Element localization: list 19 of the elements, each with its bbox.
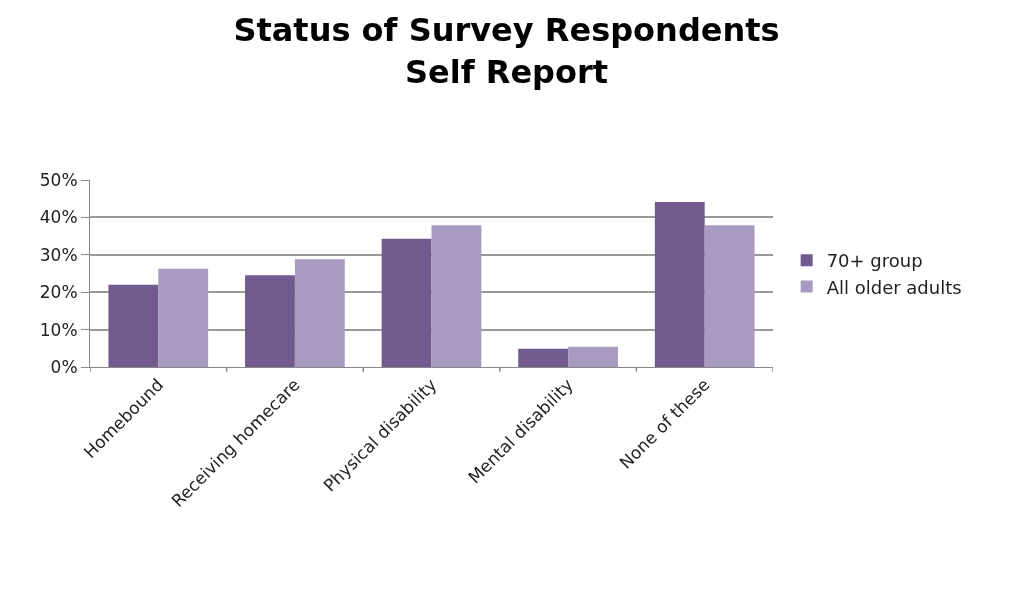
bar <box>568 346 618 367</box>
bar <box>518 348 569 367</box>
bar <box>381 238 432 367</box>
y-tick-label: 50% <box>39 169 78 190</box>
y-tick-label: 30% <box>39 244 78 265</box>
bar <box>158 268 209 367</box>
bar <box>294 259 345 367</box>
bar <box>431 225 482 367</box>
legend-label: All older adults <box>826 276 962 298</box>
y-tick-label: 40% <box>39 207 78 228</box>
chart-title: Status of Survey Respondents Self Report <box>233 11 780 92</box>
bar <box>108 284 159 367</box>
legend-label: 70+ group <box>826 250 923 272</box>
y-tick-label: 10% <box>39 319 78 340</box>
bar <box>245 275 295 367</box>
bar <box>704 225 755 367</box>
y-tick-label: 0% <box>50 356 78 377</box>
y-tick-label: 20% <box>39 282 78 303</box>
bar <box>654 202 705 367</box>
